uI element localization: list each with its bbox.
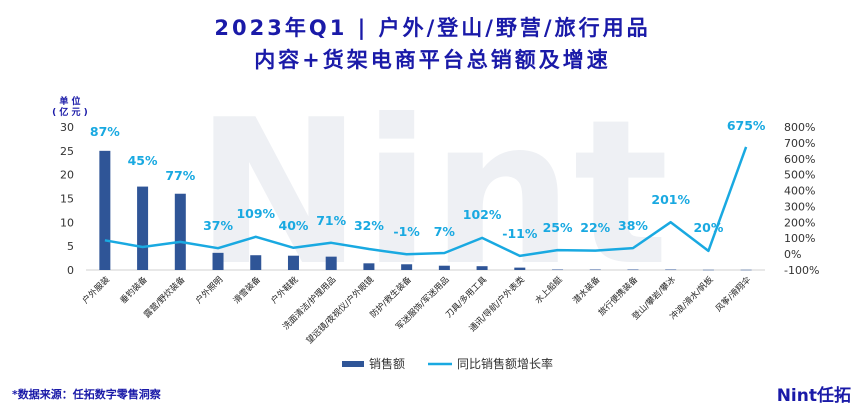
growth-rate-data-label: 201% [651, 192, 690, 207]
growth-rate-data-label: 102% [463, 207, 502, 222]
bar-sales [401, 264, 413, 270]
bar-sales [665, 269, 677, 271]
y-right-tick-label: 600% [784, 153, 815, 166]
growth-rate-data-label: 40% [279, 218, 309, 233]
growth-rate-data-label: 87% [90, 124, 120, 139]
y-left-tick-label: 10 [60, 216, 74, 229]
y-left-tick-label: 25 [60, 145, 74, 158]
bar-sales [589, 269, 601, 271]
legend-label-sales: 销售额 [369, 356, 405, 371]
bar-sales [627, 269, 639, 271]
legend-label-growth: 同比销售额增长率 [457, 356, 553, 371]
chart-title-line2: 内容+货架电商平台总销额及增速 [254, 48, 611, 72]
bar-sales [476, 266, 488, 270]
y-right-tick-label: 300% [784, 200, 815, 213]
unit-label-line2: ( 亿 元 ) [52, 106, 88, 118]
y-left-tick-label: 5 [67, 240, 74, 253]
brand-logo: Nint任拓 [776, 386, 851, 406]
bar-sales [363, 263, 375, 270]
bar-sales [212, 252, 224, 270]
y-right-tick-label: 800% [784, 121, 815, 134]
growth-rate-data-label: 37% [203, 218, 233, 233]
x-category-label: 垂钓装备 [118, 274, 150, 306]
y-right-tick-label: -100% [784, 264, 819, 277]
y-right-tick-label: 100% [784, 232, 815, 245]
y-left-tick-label: 20 [60, 169, 74, 182]
y-left-tick-label: 30 [60, 121, 74, 134]
growth-rate-data-label: 25% [543, 220, 573, 235]
growth-rate-data-label: 109% [236, 206, 275, 221]
y-right-tick-label: 500% [784, 169, 815, 182]
bar-sales [702, 269, 714, 271]
y-right-tick-label: 400% [784, 185, 815, 198]
growth-rate-line [104, 146, 748, 258]
unit-label-line1: 单 位 [59, 95, 80, 107]
y-left-tick-label: 15 [60, 193, 74, 206]
growth-rate-data-label: 77% [165, 168, 195, 183]
bar-sales [438, 265, 450, 270]
growth-rate-data-label: 32% [354, 218, 384, 233]
bar-sales [137, 186, 149, 270]
bar-sales [514, 267, 526, 270]
bar-sales [250, 255, 262, 270]
x-category-label: 户外服装 [80, 274, 112, 306]
bar-sales [174, 193, 186, 270]
growth-rate-data-label: 38% [618, 218, 648, 233]
bar-sales [740, 269, 752, 271]
bar-sales [325, 256, 337, 270]
x-category-label: 风筝/滑翔伞 [713, 274, 753, 314]
y-right-tick-label: 700% [784, 137, 815, 150]
growth-rate-data-label: 20% [693, 220, 723, 235]
legend-swatch-sales [342, 361, 364, 367]
bar-sales [287, 255, 299, 270]
bar-sales [552, 269, 564, 271]
growth-rate-data-label: 22% [580, 220, 610, 235]
growth-rate-data-label: 675% [727, 118, 766, 133]
growth-rate-data-label: 71% [316, 213, 346, 228]
watermark-text: Nint [195, 77, 669, 310]
growth-rate-data-label: 7% [434, 224, 456, 239]
growth-rate-data-label: -1% [393, 224, 420, 239]
y-right-tick-label: 200% [784, 216, 815, 229]
growth-rate-data-label: 45% [128, 153, 158, 168]
bar-sales [99, 150, 111, 270]
y-right-tick-label: 0% [784, 248, 801, 261]
chart-title-line1: 2023年Q1 | 户外/登山/野营/旅行用品 [214, 16, 651, 40]
data-source-note: *数据来源：任拓数字零售洞察 [12, 388, 161, 401]
y-left-tick-label: 0 [67, 264, 74, 277]
growth-rate-data-label: -11% [502, 226, 538, 241]
